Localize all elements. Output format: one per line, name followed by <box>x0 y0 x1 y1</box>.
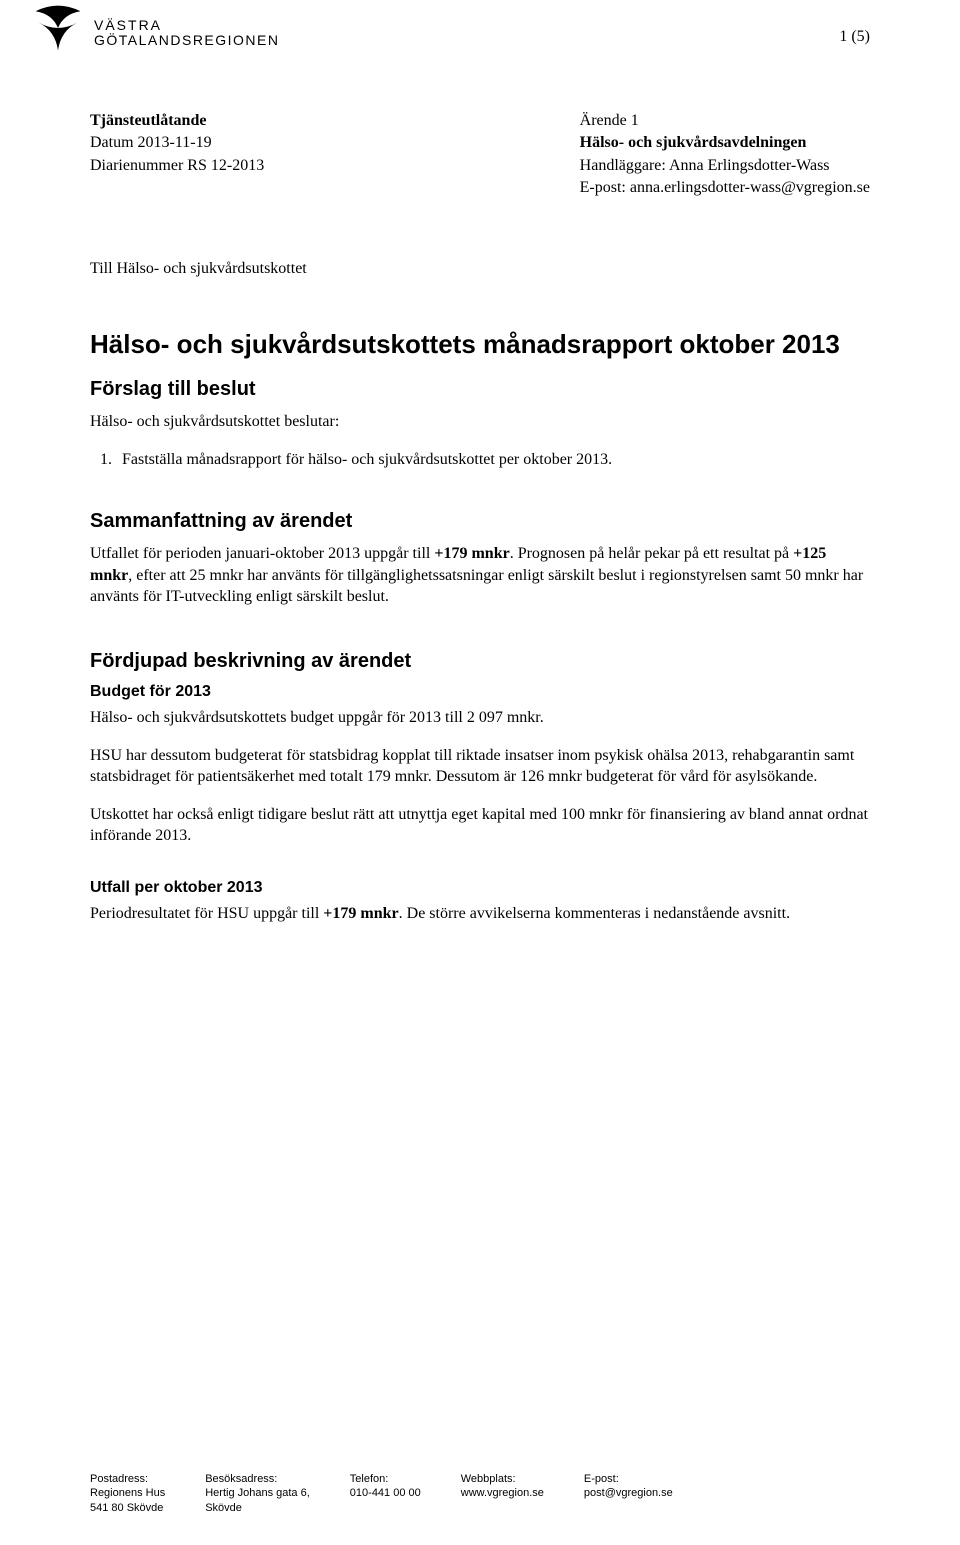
logo-line1: VÄSTRA <box>94 18 280 33</box>
header-left-line2: Datum 2013-11-19 <box>90 132 264 154</box>
footer-besoksadress-l1: Hertig Johans gata 6, <box>205 1486 310 1500</box>
footer-label-besoksadress: Besöksadress: <box>205 1472 310 1486</box>
proposal-list: Fastställa månadsrapport för hälso- och … <box>116 449 870 471</box>
deep-p4-span: Periodresultatet för HSU uppgår till +17… <box>90 905 790 922</box>
footer-label-epost: E-post: <box>584 1472 673 1486</box>
budget-heading: Budget för 2013 <box>90 683 870 701</box>
header-right-line2: Hälso- och sjukvårdsavdelningen <box>580 132 870 154</box>
recipient: Till Hälso- och sjukvårdsutskottet <box>90 260 870 278</box>
summary-heading: Sammanfattning av ärendet <box>90 510 870 533</box>
footer-label-postadress: Postadress: <box>90 1472 165 1486</box>
proposal-intro: Hälso- och sjukvårdsutskottet beslutar: <box>90 411 870 433</box>
deep-p2: HSU har dessutom budgeterat för statsbid… <box>90 745 870 788</box>
header-right: Ärende 1 Hälso- och sjukvårdsavdelningen… <box>580 110 870 200</box>
deep-heading: Fördjupad beskrivning av ärendet <box>90 650 870 673</box>
footer-col-postadress: Postadress: Regionens Hus 541 80 Skövde <box>90 1472 165 1515</box>
footer-label-telefon: Telefon: <box>350 1472 421 1486</box>
proposal-item-1: Fastställa månadsrapport för hälso- och … <box>116 449 870 471</box>
header-block: Tjänsteutlåtande Datum 2013-11-19 Diarie… <box>90 110 870 200</box>
logo-swoosh-icon <box>30 0 86 56</box>
summary-text: Utfallet för perioden januari-oktober 20… <box>90 543 870 608</box>
document-title: Hälso- och sjukvårdsutskottets månadsrap… <box>90 328 870 361</box>
footer-col-besoksadress: Besöksadress: Hertig Johans gata 6, Sköv… <box>205 1472 310 1515</box>
footer-col-epost: E-post: post@vgregion.se <box>584 1472 673 1515</box>
utfall-heading: Utfall per oktober 2013 <box>90 879 870 897</box>
summary-text-span: Utfallet för perioden januari-oktober 20… <box>90 545 863 605</box>
footer-postadress-l1: Regionens Hus <box>90 1486 165 1500</box>
logo-text: VÄSTRA GÖTALANDSREGIONEN <box>94 18 280 47</box>
footer-col-webbplats: Webbplats: www.vgregion.se <box>461 1472 544 1515</box>
header-right-line4: E-post: anna.erlingsdotter-wass@vgregion… <box>580 177 870 199</box>
deep-p3: Utskottet har också enligt tidigare besl… <box>90 804 870 847</box>
footer-label-webbplats: Webbplats: <box>461 1472 544 1486</box>
footer: Postadress: Regionens Hus 541 80 Skövde … <box>90 1472 870 1515</box>
header-right-line3: Handläggare: Anna Erlingsdotter-Wass <box>580 155 870 177</box>
footer-telefon-l1: 010-441 00 00 <box>350 1486 421 1500</box>
proposal-heading: Förslag till beslut <box>90 378 870 401</box>
logo-line2: GÖTALANDSREGIONEN <box>94 33 280 48</box>
header-left: Tjänsteutlåtande Datum 2013-11-19 Diarie… <box>90 110 264 200</box>
logo: VÄSTRA GÖTALANDSREGIONEN <box>30 0 280 56</box>
footer-epost-l1: post@vgregion.se <box>584 1486 673 1500</box>
header-left-line1: Tjänsteutlåtande <box>90 110 264 132</box>
header-left-line3: Diarienummer RS 12-2013 <box>90 155 264 177</box>
footer-col-telefon: Telefon: 010-441 00 00 <box>350 1472 421 1515</box>
header-right-line1: Ärende 1 <box>580 110 870 132</box>
deep-p4: Periodresultatet för HSU uppgår till +17… <box>90 903 870 925</box>
page-number: 1 (5) <box>839 28 870 46</box>
deep-p1: Hälso- och sjukvårdsutskottets budget up… <box>90 707 870 729</box>
footer-postadress-l2: 541 80 Skövde <box>90 1501 165 1515</box>
footer-webbplats-l1: www.vgregion.se <box>461 1486 544 1500</box>
footer-besoksadress-l2: Skövde <box>205 1501 310 1515</box>
